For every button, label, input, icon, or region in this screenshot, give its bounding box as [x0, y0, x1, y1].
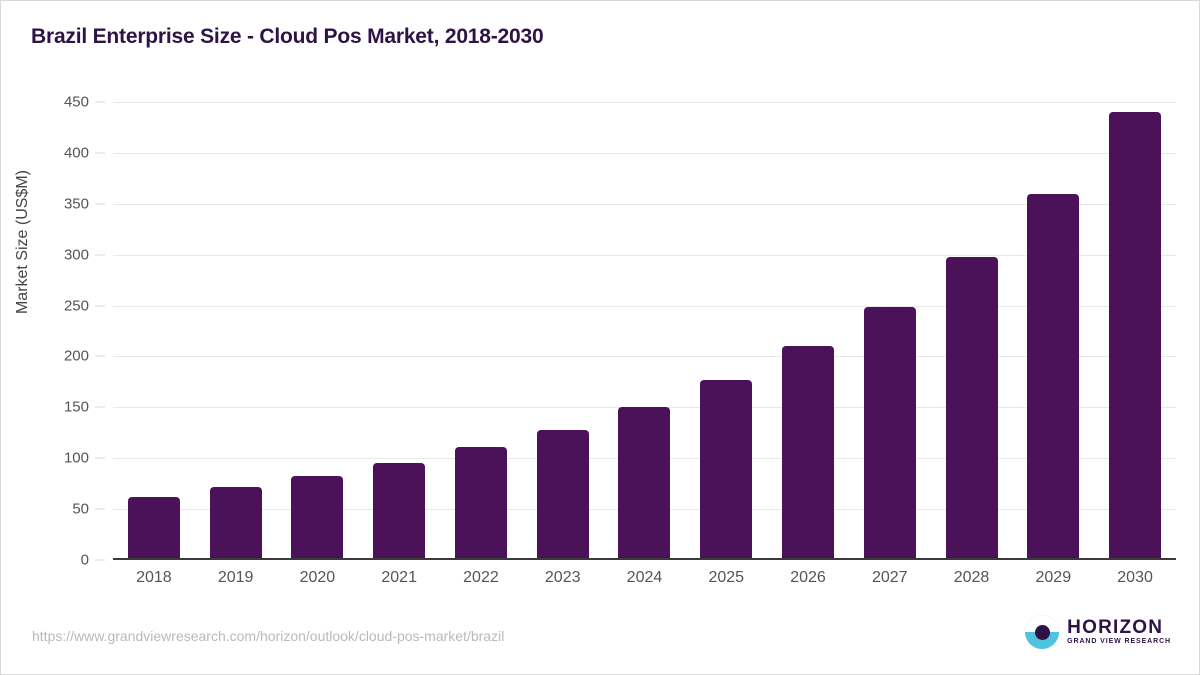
- y-axis-tick-label: 250: [63, 297, 89, 315]
- bar-slot: [931, 102, 1013, 560]
- x-axis-tick-labels: 2018 2019 2020 2021 2022 2023 2024 2025 2026 2027…: [113, 569, 1176, 587]
- y-axis-tick-label: 150: [63, 398, 89, 416]
- bar-slot: [195, 102, 277, 560]
- y-axis-tick-mark: [95, 406, 105, 408]
- horizon-logo: HORIZON GRAND VIEW RESEARCH: [1025, 615, 1171, 649]
- bar-2022[interactable]: [454, 447, 507, 560]
- gridline: [113, 102, 1176, 103]
- bar-slot: [277, 102, 359, 560]
- x-axis-tick-label: 2028: [953, 569, 990, 586]
- x-axis-line: [113, 558, 1176, 560]
- bar-2024[interactable]: [618, 407, 671, 560]
- y-axis-tick-mark: [95, 559, 105, 561]
- y-axis-tick-mark: [95, 305, 105, 307]
- logo-name: HORIZON: [1067, 617, 1164, 639]
- bar-2030[interactable]: [1109, 112, 1162, 560]
- source-url[interactable]: https://www.grandviewresearch.com/horizo…: [32, 628, 505, 644]
- y-axis-tick-label: 450: [63, 93, 89, 111]
- bar-series: [113, 102, 1176, 560]
- bar-slot: [358, 102, 440, 560]
- x-axis-tick-label: 2022: [463, 569, 499, 586]
- bar-slot: [604, 102, 686, 560]
- gridline: [113, 152, 1176, 154]
- horizon-logo-icon: [1025, 615, 1060, 649]
- bar-slot: [767, 102, 849, 560]
- y-axis-tick-mark: [95, 254, 105, 256]
- y-axis-tick-label: 100: [63, 449, 89, 467]
- gridline: [113, 356, 1176, 358]
- bar-slot: [1094, 102, 1176, 560]
- x-axis-tick-label: 2025: [708, 569, 745, 586]
- x-axis-tick-label: 2021: [381, 569, 417, 586]
- bar-2029[interactable]: [1027, 193, 1080, 560]
- bar-slot: [440, 102, 522, 560]
- x-axis-tick-label: 2023: [544, 569, 581, 586]
- y-axis-tick-label: 0: [80, 551, 89, 569]
- bar-2020[interactable]: [291, 475, 344, 560]
- y-axis-tick-label: 400: [63, 144, 89, 162]
- y-axis-tick-mark: [95, 101, 105, 103]
- bar-slot: [849, 102, 931, 560]
- y-axis-tick-label: 200: [63, 347, 89, 365]
- gridline: [113, 305, 1176, 307]
- y-axis-tick-mark: [95, 508, 105, 510]
- x-axis-tick-label: 2018: [136, 569, 172, 586]
- y-axis-tick-mark: [95, 152, 105, 154]
- bar-slot: [685, 102, 767, 560]
- x-axis-tick-label: 2020: [299, 569, 336, 586]
- bar-2018[interactable]: [127, 496, 180, 560]
- x-axis-tick-label: 2030: [1117, 569, 1153, 586]
- bar-2019[interactable]: [209, 486, 262, 560]
- plot-area: [113, 102, 1176, 560]
- bar-2027[interactable]: [863, 306, 916, 560]
- x-axis-tick-label: 2019: [217, 569, 254, 586]
- bar-slot: [1012, 102, 1094, 560]
- gridline: [113, 203, 1176, 205]
- y-axis-tick-label: 300: [63, 246, 89, 264]
- horizon-logo-text: HORIZON GRAND VIEW RESEARCH: [1067, 618, 1171, 645]
- y-axis-tick-label: 50: [72, 500, 89, 518]
- x-axis-tick-label: 2029: [1035, 569, 1072, 586]
- gridline: [113, 254, 1176, 256]
- y-axis-tick-label: 350: [63, 195, 89, 213]
- y-axis-tick-mark: [95, 355, 105, 357]
- y-axis-tick-labels: 0 50 100 150 200 250 300 350 400 450: [1, 94, 105, 569]
- logo-tagline: GRAND VIEW RESEARCH: [1067, 638, 1171, 646]
- bar-2028[interactable]: [945, 256, 998, 560]
- bar-2023[interactable]: [536, 429, 589, 560]
- bar-2026[interactable]: [782, 346, 834, 560]
- x-axis-tick-label: 2026: [790, 569, 826, 586]
- bar-2025[interactable]: [700, 379, 753, 560]
- y-axis-tick-mark: [95, 457, 105, 459]
- bar-2021[interactable]: [373, 463, 426, 560]
- x-axis-tick-label: 2027: [871, 569, 908, 586]
- y-axis-tick-mark: [95, 203, 105, 205]
- x-axis-tick-label: 2024: [626, 569, 663, 586]
- bar-slot: [522, 102, 604, 560]
- page-title: Brazil Enterprise Size - Cloud Pos Marke…: [31, 25, 544, 48]
- bar-slot: [113, 102, 195, 560]
